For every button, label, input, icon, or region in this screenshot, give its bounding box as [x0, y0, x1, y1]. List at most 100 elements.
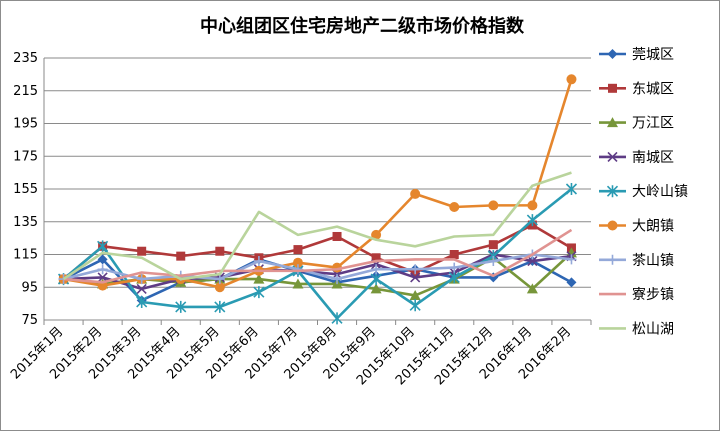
- data-point: [488, 256, 499, 267]
- data-point: [332, 231, 342, 241]
- data-point: [449, 202, 460, 213]
- data-point: [214, 274, 225, 285]
- series-line: [62, 258, 573, 302]
- data-point: [214, 282, 225, 293]
- series-8: [63, 228, 573, 284]
- data-point: [527, 255, 538, 267]
- y-tick-label: 215: [13, 84, 38, 99]
- data-point: [566, 74, 577, 85]
- data-point: [410, 188, 421, 199]
- data-point: [253, 286, 265, 299]
- data-point: [526, 283, 538, 294]
- data-point: [488, 240, 498, 250]
- legend-label: 万江区: [632, 116, 674, 132]
- data-point: [253, 273, 265, 284]
- y-tick-label: 195: [13, 117, 38, 132]
- data-point: [175, 300, 187, 313]
- legend-item: 莞城区: [599, 47, 674, 63]
- series-9: [62, 171, 572, 281]
- data-point: [371, 253, 381, 263]
- data-point: [409, 299, 421, 312]
- y-tick-label: 155: [13, 182, 38, 197]
- series-line: [62, 187, 573, 320]
- data-point: [607, 49, 618, 59]
- y-tick-label: 115: [13, 248, 38, 263]
- data-point: [527, 200, 538, 211]
- data-point: [565, 247, 577, 258]
- data-point: [331, 312, 343, 325]
- legend-item: 大岭山镇: [599, 184, 688, 200]
- data-point: [565, 183, 578, 195]
- y-tick-label: 75: [21, 313, 38, 328]
- legend-label: 东城区: [632, 81, 674, 97]
- data-point: [97, 264, 108, 275]
- legend-item: 寮步镇: [599, 286, 674, 303]
- data-point: [410, 272, 421, 283]
- data-point: [137, 246, 147, 256]
- data-point: [370, 283, 382, 294]
- data-point: [566, 254, 577, 265]
- chart-title: 中心组团区住宅房地产二级市场价格指数: [200, 15, 525, 37]
- legend-item: 茶山镇: [599, 253, 674, 269]
- legend-item: 大朗镇: [599, 219, 674, 235]
- data-point: [136, 274, 147, 285]
- legend-item: 松山湖: [599, 321, 674, 337]
- legend-item: 万江区: [599, 116, 674, 132]
- data-point: [292, 257, 303, 268]
- data-point: [607, 117, 618, 128]
- data-point: [526, 214, 538, 227]
- data-point: [371, 229, 382, 240]
- y-tick-label: 95: [21, 280, 38, 295]
- data-point: [409, 289, 421, 300]
- legend-label: 大岭山镇: [632, 184, 688, 200]
- data-point: [608, 83, 617, 93]
- data-point: [293, 245, 303, 255]
- data-point: [607, 254, 618, 265]
- y-tick-label: 235: [13, 51, 38, 66]
- data-point: [136, 295, 148, 308]
- legend-item: 东城区: [599, 81, 674, 97]
- data-point: [606, 185, 619, 198]
- y-tick-label: 175: [13, 149, 38, 164]
- series-group: [57, 74, 578, 325]
- data-point: [292, 264, 303, 275]
- data-point: [97, 254, 108, 265]
- data-point: [332, 274, 343, 285]
- data-point: [214, 300, 226, 313]
- data-point: [488, 200, 499, 211]
- data-point: [370, 273, 382, 286]
- data-point: [449, 262, 460, 273]
- data-point: [410, 264, 421, 275]
- legend-label: 莞城区: [632, 47, 674, 63]
- data-point: [449, 250, 459, 259]
- data-point: [215, 246, 225, 256]
- legend-label: 南城区: [632, 150, 674, 166]
- data-point: [448, 271, 460, 284]
- data-point: [607, 151, 618, 162]
- series-7: [58, 249, 577, 285]
- legend-label: 大朗镇: [632, 219, 674, 235]
- data-point: [253, 256, 264, 267]
- legend-item: 南城区: [599, 150, 674, 166]
- data-point: [566, 277, 577, 288]
- legend-label: 寮步镇: [632, 286, 674, 303]
- series-line: [62, 223, 573, 281]
- y-tick-label: 135: [13, 215, 38, 230]
- series-line: [63, 253, 572, 291]
- series-line: [62, 171, 572, 281]
- legend-label: 茶山镇: [632, 253, 674, 269]
- y-axis: 75 95 115 135 155 175 195 215 235: [13, 51, 45, 328]
- series-line: [63, 253, 572, 281]
- data-point: [97, 240, 109, 253]
- data-point: [176, 251, 186, 261]
- data-point: [292, 278, 304, 289]
- data-point: [607, 220, 618, 231]
- data-point: [371, 264, 382, 275]
- legend-label: 松山湖: [632, 321, 674, 337]
- series-line: [63, 228, 573, 284]
- data-point: [136, 283, 147, 294]
- x-axis: 2015年1月2015年2月2015年3月2015年4月2015年5月2015年…: [8, 319, 592, 388]
